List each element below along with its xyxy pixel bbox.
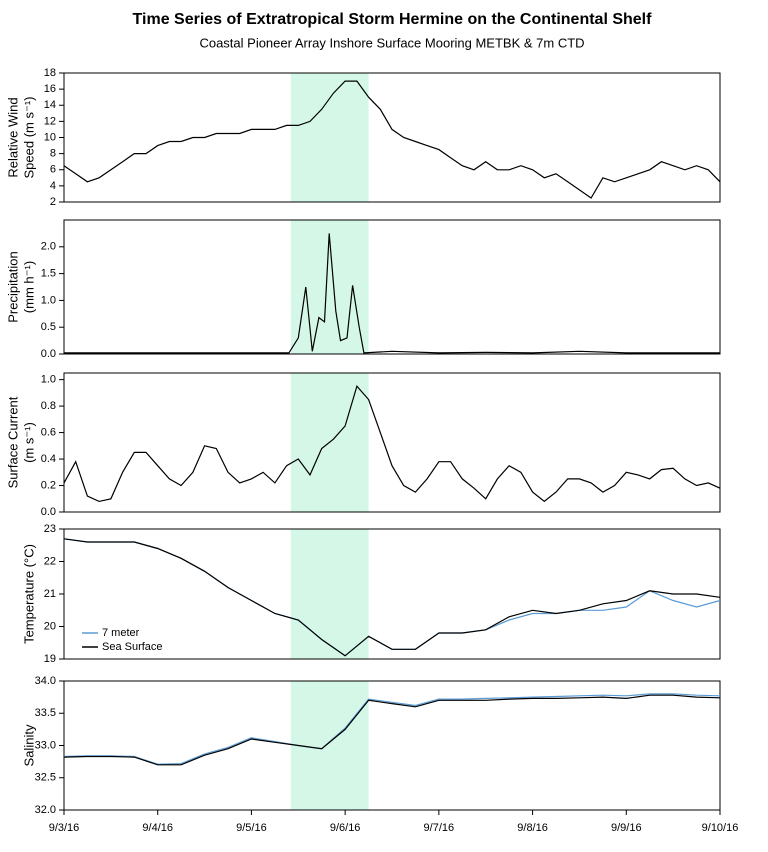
x-tick-label: 9/9/16 xyxy=(611,822,642,834)
y-tick-label: 19 xyxy=(44,653,56,665)
y-tick-label: 33.0 xyxy=(35,739,56,751)
x-tick-label: 9/6/16 xyxy=(330,822,361,834)
series-line xyxy=(63,693,721,765)
legend-label: 7 meter xyxy=(102,627,140,639)
y-axis-label: Speed (m s⁻¹) xyxy=(21,97,36,179)
y-axis-label: Salinity xyxy=(21,724,36,766)
y-axis-label: (m s⁻¹) xyxy=(21,422,36,463)
series-line xyxy=(63,384,721,503)
x-tick-label: 9/3/16 xyxy=(49,822,80,834)
y-tick-label: 21 xyxy=(44,588,56,600)
plot-frame xyxy=(63,219,721,355)
y-axis-label: Relative Wind xyxy=(5,97,20,177)
y-tick-label: 14 xyxy=(44,99,56,111)
y-tick-label: 1.0 xyxy=(41,294,56,306)
series-line xyxy=(63,538,721,657)
y-tick-label: 33.5 xyxy=(35,707,56,719)
storm-shade xyxy=(290,681,369,810)
y-tick-label: 0.0 xyxy=(41,506,56,518)
y-tick-label: 8 xyxy=(50,148,56,160)
y-tick-label: 4 xyxy=(50,180,56,192)
y-tick-label: 12 xyxy=(44,115,56,127)
x-tick-label: 9/4/16 xyxy=(142,822,173,834)
chart-subtitle: Coastal Pioneer Array Inshore Surface Mo… xyxy=(199,35,584,50)
series-line xyxy=(63,80,721,199)
y-axis-label: (mm h⁻¹) xyxy=(21,261,36,313)
x-tick-label: 9/8/16 xyxy=(517,822,548,834)
y-axis-label: Precipitation xyxy=(5,251,20,323)
series-line xyxy=(64,233,720,354)
y-tick-label: 18 xyxy=(44,67,56,79)
y-tick-label: 0.5 xyxy=(41,321,56,333)
y-tick-label: 6 xyxy=(50,164,56,176)
legend-label: Sea Surface xyxy=(102,641,163,653)
y-tick-label: 22 xyxy=(44,555,56,567)
y-tick-label: 1.0 xyxy=(41,374,56,386)
y-axis-label: Temperature (°C) xyxy=(21,544,36,644)
storm-shade xyxy=(290,529,369,659)
y-tick-label: 0.0 xyxy=(41,348,56,360)
y-tick-label: 2 xyxy=(50,196,56,208)
y-tick-label: 34.0 xyxy=(35,675,56,687)
plot-frame xyxy=(63,528,721,660)
y-axis-label: Surface Current xyxy=(5,396,20,488)
y-tick-label: 16 xyxy=(44,83,56,95)
y-tick-label: 0.6 xyxy=(41,426,56,438)
x-tick-label: 9/5/16 xyxy=(236,822,267,834)
series-line xyxy=(63,694,721,766)
y-tick-label: 2.0 xyxy=(41,241,56,253)
plot-frame xyxy=(63,372,721,513)
y-tick-label: 10 xyxy=(44,131,56,143)
y-tick-label: 23 xyxy=(44,523,56,535)
plot-frame xyxy=(63,72,721,203)
x-tick-label: 9/10/16 xyxy=(702,822,739,834)
y-tick-label: 32.0 xyxy=(35,804,56,816)
y-tick-label: 1.5 xyxy=(41,268,56,280)
y-tick-label: 20 xyxy=(44,620,56,632)
y-tick-label: 32.5 xyxy=(35,772,56,784)
y-tick-label: 0.8 xyxy=(41,400,56,412)
x-tick-label: 9/7/16 xyxy=(424,822,455,834)
plot-frame xyxy=(63,680,721,811)
y-tick-label: 0.4 xyxy=(41,453,56,465)
series-line xyxy=(63,538,721,657)
chart-title: Time Series of Extratropical Storm Hermi… xyxy=(133,11,653,28)
y-tick-label: 0.2 xyxy=(41,479,56,491)
storm-shade xyxy=(290,73,369,202)
